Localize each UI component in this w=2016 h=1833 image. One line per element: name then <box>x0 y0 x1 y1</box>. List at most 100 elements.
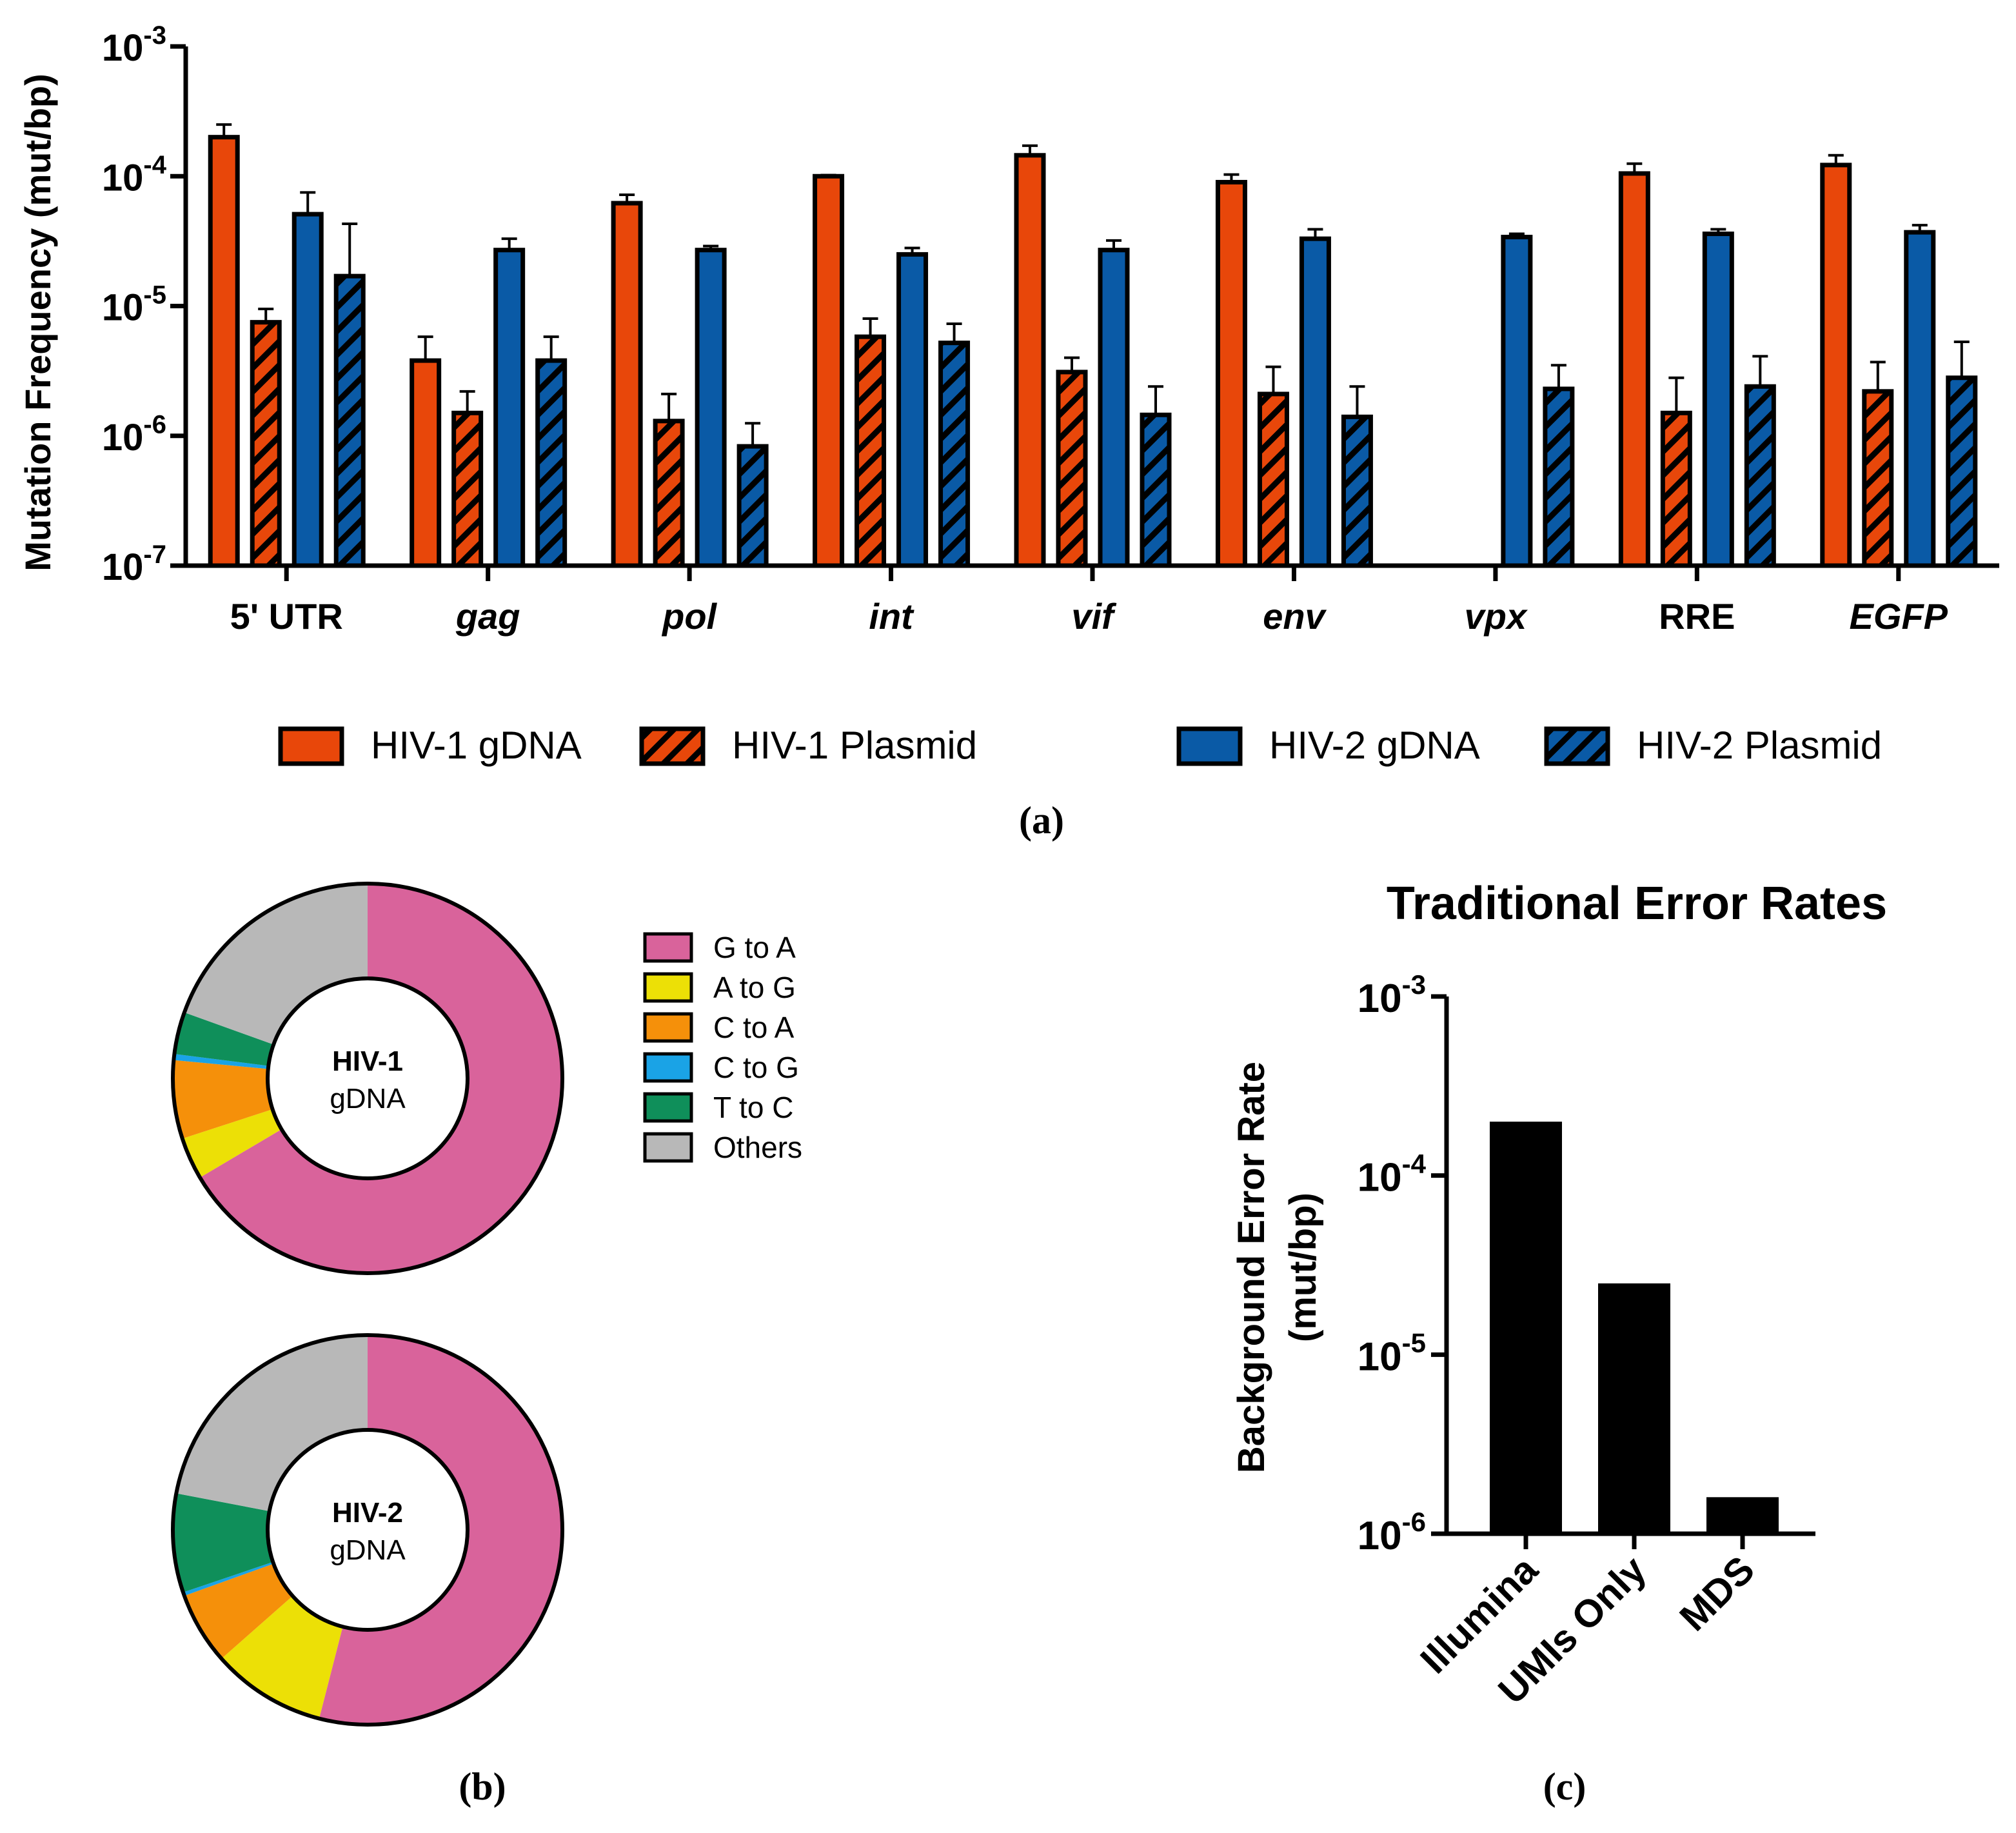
panel-a-bar <box>1618 171 1650 568</box>
panel-a-bar <box>1140 412 1172 568</box>
panel-c-bar <box>1706 1497 1779 1534</box>
panel-c-bars <box>1490 1122 1779 1534</box>
panel-a-bar <box>493 248 526 568</box>
panel-b-legend-swatch <box>643 932 693 963</box>
panel-a-bar <box>736 444 769 568</box>
panel-b-donut-slice <box>173 1054 269 1069</box>
panel-b-legend-label: Others <box>713 1131 802 1164</box>
panel-a-y-tick-exponent: -6 <box>143 411 166 439</box>
panel-a-mutation-frequency-chart: Mutation Frequency (mut/bp) 10-710-610-5… <box>17 21 1999 842</box>
panel-c-y-ticks: 10-610-510-410-3 <box>1358 969 1447 1558</box>
panel-a-x-labels: 5' UTR gag pol int vif env vpx RRE EGFP <box>230 566 1948 637</box>
panel-b-mutation-spectrum: HIV-1 gDNA HIV-2 gDNA G to A A to G C to A C t… <box>171 882 802 1808</box>
panel-a-y-tick-base: 10 <box>102 287 144 329</box>
panel-a-y-tick-label: 10-7 <box>102 540 166 588</box>
panel-a-y-tick-exponent: -7 <box>143 540 166 569</box>
panel-a-y-tick-label: 10-3 <box>102 21 166 69</box>
panel-a-bar <box>653 419 685 568</box>
panel-a-y-tick-label: 10-4 <box>102 151 167 199</box>
panel-a-bar <box>1660 410 1692 568</box>
panel-a-bar <box>1341 414 1373 568</box>
panel-a-bar <box>250 320 282 568</box>
panel-a-x-label: gag <box>455 596 520 637</box>
panel-b-legend-swatch <box>643 972 693 1003</box>
panel-b-donut-slice <box>183 1561 274 1596</box>
panel-b-donut-charts: HIV-1 gDNA HIV-2 gDNA <box>171 882 564 1727</box>
panel-b-donut-slice <box>173 1493 273 1592</box>
panel-c-y-tick-exponent: -4 <box>1402 1149 1427 1179</box>
panel-b-donut-slice <box>184 1563 293 1659</box>
panel-a-bar <box>535 358 568 568</box>
panel-a-y-ticks: 10-710-610-510-410-3 <box>102 21 186 588</box>
panel-a-legend-label: HIV-1 Plasmid <box>732 724 977 767</box>
panel-c-y-axis-label-line1: Background Error Rate <box>1230 1062 1272 1473</box>
panel-c-y-tick-label: 10-6 <box>1358 1507 1426 1558</box>
panel-a-legend-swatch <box>278 726 344 766</box>
panel-a-legend-label: HIV-2 gDNA <box>1269 724 1480 767</box>
panel-a-bar <box>1501 235 1533 568</box>
panel-c-y-tick-base: 10 <box>1358 1334 1402 1379</box>
panel-a-legend-swatch <box>1176 726 1243 766</box>
panel-b-center-subtitle: gDNA <box>330 1083 406 1115</box>
panel-c-x-label: MDS <box>1672 1548 1763 1640</box>
panel-a-bar <box>1299 236 1331 568</box>
panel-b-center-title: HIV-2 <box>332 1497 403 1529</box>
panel-b-donut-outline <box>171 882 564 1275</box>
panel-a-bar <box>1946 375 1978 568</box>
panel-b-legend-swatch <box>643 1092 693 1123</box>
panel-c-y-axis-label-line2: (mut/bp) <box>1282 1193 1324 1342</box>
panel-a-bar <box>1862 389 1894 568</box>
panel-a-bar <box>611 201 643 568</box>
panel-a-x-label: RRE <box>1659 596 1735 637</box>
panel-a-bar <box>1257 391 1289 568</box>
panel-b-donut-slice <box>200 884 563 1273</box>
panel-c-y-tick-base: 10 <box>1358 1514 1402 1558</box>
panel-b-donut-slice <box>319 1335 562 1725</box>
panel-a-legend-label: HIV-2 Plasmid <box>1637 724 1882 767</box>
panel-a-bar <box>855 334 887 568</box>
panel-a-bar <box>813 173 845 568</box>
panel-c-y-tick-exponent: -5 <box>1402 1327 1426 1358</box>
panel-c-y-tick-exponent: -6 <box>1402 1507 1426 1537</box>
panel-a-y-tick-base: 10 <box>102 546 144 588</box>
panel-a-bar <box>1056 370 1088 568</box>
panel-a-y-tick-exponent: -4 <box>143 151 166 179</box>
panel-b-donut-slice <box>221 1596 343 1719</box>
panel-a-legend-label: HIV-1 gDNA <box>371 724 582 767</box>
panel-a-axes <box>183 46 1999 568</box>
panel-b-legend-swatch <box>643 1012 693 1043</box>
panel-a-x-label: int <box>869 596 914 637</box>
panel-a-legend: HIV-1 gDNA HIV-1 Plasmid HIV-2 gDNA HIV-2 P… <box>278 724 1882 767</box>
panel-a-x-label: EGFP <box>1850 596 1948 637</box>
panel-a-bar <box>451 410 484 568</box>
panel-a-x-label: pol <box>661 596 717 637</box>
panel-a-y-tick-base: 10 <box>102 417 144 459</box>
panel-c-error-rates-chart: Traditional Error Rates Background Error… <box>1230 878 1887 1808</box>
panel-b-center-title: HIV-1 <box>332 1045 403 1077</box>
panel-a-y-axis-label: Mutation Frequency (mut/bp) <box>17 74 58 571</box>
panel-a-bar <box>1820 163 1852 568</box>
panel-b-legend-label: C to A <box>713 1011 795 1044</box>
panel-c-y-tick-label: 10-4 <box>1358 1149 1427 1200</box>
panel-a-y-tick-base: 10 <box>102 157 144 199</box>
panel-a-y-tick-exponent: -3 <box>143 21 166 50</box>
panel-b-legend-label: C to G <box>713 1051 799 1084</box>
panel-b-donut-slice <box>174 1012 274 1066</box>
panel-a-bar <box>1543 386 1575 568</box>
panel-a-legend-swatch <box>1544 726 1610 766</box>
panel-c-y-tick-label: 10-5 <box>1358 1327 1426 1379</box>
panel-a-bars <box>208 123 1978 568</box>
panel-b-legend-swatch <box>643 1132 693 1163</box>
panel-a-bar <box>1098 248 1130 568</box>
panel-a-bar <box>938 341 971 568</box>
panel-a-bar <box>1744 384 1776 568</box>
panel-a-bar <box>1904 230 1936 568</box>
panel-c-y-tick-base: 10 <box>1358 976 1402 1021</box>
panel-b-center-subtitle: gDNA <box>330 1534 406 1566</box>
panel-b-caption: (b) <box>459 1765 506 1808</box>
panel-c-y-tick-base: 10 <box>1358 1156 1402 1200</box>
panel-a-y-tick-exponent: -5 <box>143 281 166 309</box>
panel-b-donut-slice <box>184 884 368 1045</box>
panel-a-y-tick-label: 10-5 <box>102 281 166 328</box>
